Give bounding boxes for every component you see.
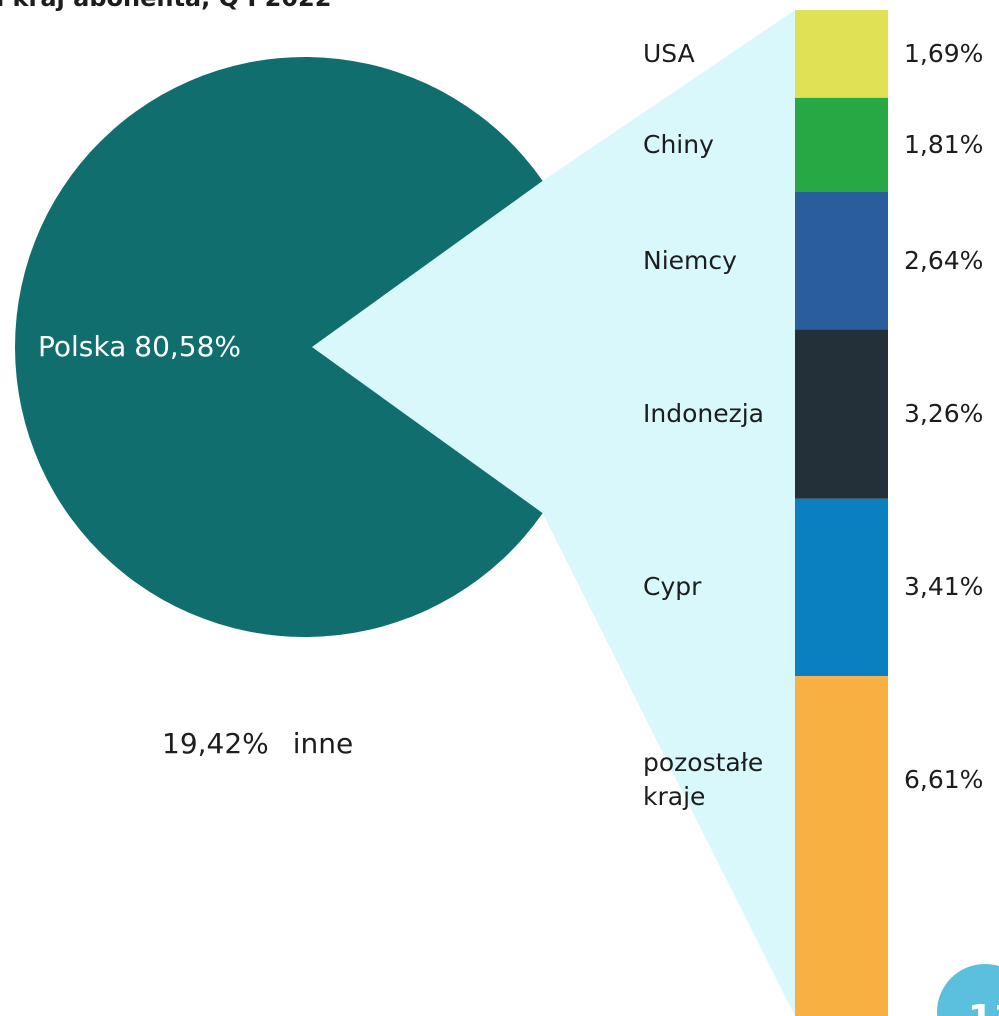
category-label: Indonezja [643,399,764,429]
bar-segment [795,676,888,1016]
pie-slice [15,56,543,638]
pie-category: inne [292,727,354,760]
pie-value: 19,42% [162,727,269,760]
bar-segment [795,97,888,192]
value-label: 6,61% [904,765,984,794]
page-number: 11 [968,998,999,1016]
pie-category: Polska [38,330,127,363]
bar-segment [795,192,888,330]
connector [312,10,795,1016]
value-label: 3,26% [904,399,984,429]
page-badge [937,964,999,1016]
category-label: USA [643,38,695,68]
pie-label: 19,42% inne [162,727,353,761]
value-label: 2,64% [904,245,984,275]
pie-label: Polska 80,58% [38,330,241,364]
category-label: Niemcy [643,245,737,275]
category-label: Chiny [643,129,714,159]
category-label: pozostałe kraje [643,748,764,811]
value-label: 1,81% [904,129,984,159]
bar-segment [795,10,888,98]
value-label: 3,41% [904,572,984,602]
bar-segment [795,329,888,499]
pie-value: 80,58% [134,330,242,363]
category-label: Cypr [643,572,702,602]
bar-segment [795,498,888,677]
value-label: 1,69% [904,38,984,68]
chart-title: a kraj abonenta, Q I 2022 [0,0,331,12]
